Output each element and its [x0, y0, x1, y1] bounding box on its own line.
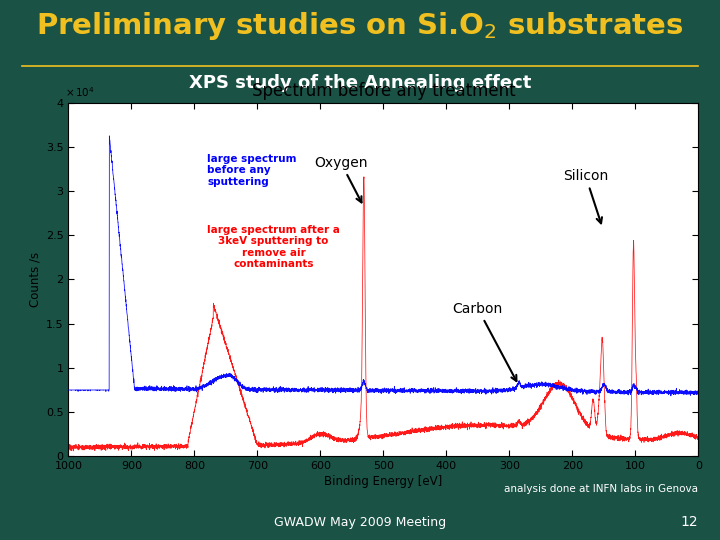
Text: Oxygen: Oxygen: [314, 156, 368, 202]
X-axis label: Binding Energy [eV]: Binding Energy [eV]: [324, 475, 443, 488]
Y-axis label: Counts /s: Counts /s: [29, 252, 42, 307]
Text: analysis done at INFN labs in Genova: analysis done at INFN labs in Genova: [505, 484, 698, 495]
Text: large spectrum after a
3keV sputtering to
remove air
contaminants: large spectrum after a 3keV sputtering t…: [207, 225, 340, 269]
Text: Carbon: Carbon: [453, 301, 516, 381]
Text: large spectrum
before any
sputtering: large spectrum before any sputtering: [207, 154, 297, 187]
Text: Preliminary studies on Si.O$_2$ substrates: Preliminary studies on Si.O$_2$ substrat…: [36, 10, 684, 42]
Title: Spectrum before any treatment: Spectrum before any treatment: [251, 82, 516, 100]
Text: GWADW May 2009 Meeting: GWADW May 2009 Meeting: [274, 516, 446, 529]
Text: Silicon: Silicon: [563, 169, 608, 224]
Text: 12: 12: [681, 516, 698, 529]
Text: $\times\,10^4$: $\times\,10^4$: [66, 85, 95, 99]
Text: XPS study of the Annealing effect: XPS study of the Annealing effect: [189, 73, 531, 92]
